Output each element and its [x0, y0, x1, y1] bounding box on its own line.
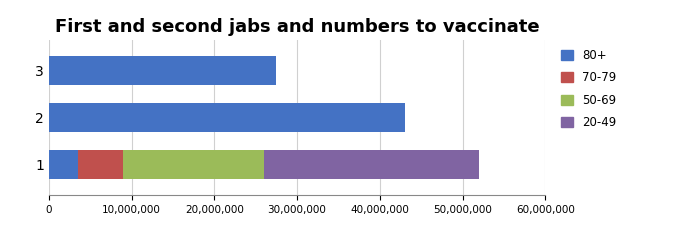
- Title: First and second jabs and numbers to vaccinate: First and second jabs and numbers to vac…: [55, 18, 540, 36]
- Legend: 80+, 70-79, 50-69, 20-49: 80+, 70-79, 50-69, 20-49: [561, 49, 617, 129]
- Bar: [78, 150, 124, 178]
- Bar: [264, 150, 479, 178]
- Bar: [49, 56, 276, 84]
- Bar: [124, 150, 264, 178]
- Bar: [49, 150, 78, 178]
- Bar: [49, 104, 405, 132]
